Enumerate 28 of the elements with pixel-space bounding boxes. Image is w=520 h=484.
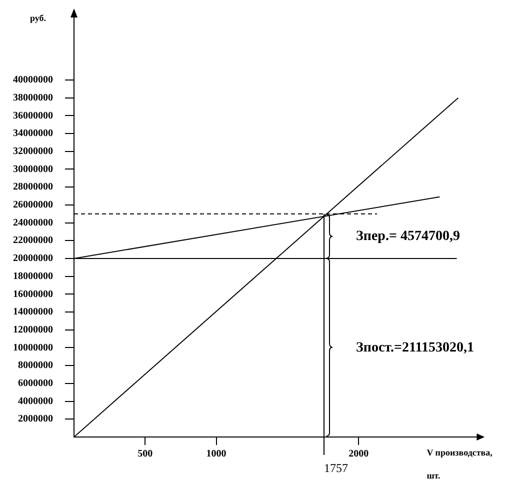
y-tick-label: 4000000 <box>18 396 53 407</box>
y-tick-label: 22000000 <box>13 235 53 246</box>
y-tick-label: 26000000 <box>13 200 53 211</box>
text: V производства, шт. <box>426 447 492 480</box>
x-tick-label: 1000 <box>206 448 226 460</box>
ref-line-label: 1757 <box>324 461 348 476</box>
y-tick-label: 28000000 <box>13 182 53 193</box>
y-tick-label: 2000000 <box>18 414 53 425</box>
y-tick-label: 8000000 <box>18 360 53 372</box>
y-tick-label: 24000000 <box>13 217 53 228</box>
annotation: Зпост.=211153020,1 <box>356 340 474 356</box>
y-tick-label: 18000000 <box>13 270 53 282</box>
y-axis-title: руб. <box>30 12 46 23</box>
y-tick-label: 40000000 <box>13 74 53 86</box>
y-tick-label: 32000000 <box>13 146 53 157</box>
y-tick-label: 38000000 <box>13 92 53 104</box>
y-tick-label: 16000000 <box>13 288 53 300</box>
y-tick-label: 36000000 <box>13 110 53 122</box>
y-tick-label: 10000000 <box>13 342 53 354</box>
y-tick-label: 6000000 <box>18 378 53 390</box>
annotation: Зпер.= 4574700,9 <box>356 228 460 244</box>
x-tick-label: 500 <box>138 448 153 460</box>
y-tick-label: 34000000 <box>13 128 53 140</box>
x-tick-label: 2000 <box>348 448 369 460</box>
y-tick-label: 12000000 <box>13 324 53 336</box>
y-tick-label: 30000000 <box>13 164 53 175</box>
y-tick-label: 20000000 <box>13 253 53 264</box>
y-tick-label: 14000000 <box>13 306 53 318</box>
